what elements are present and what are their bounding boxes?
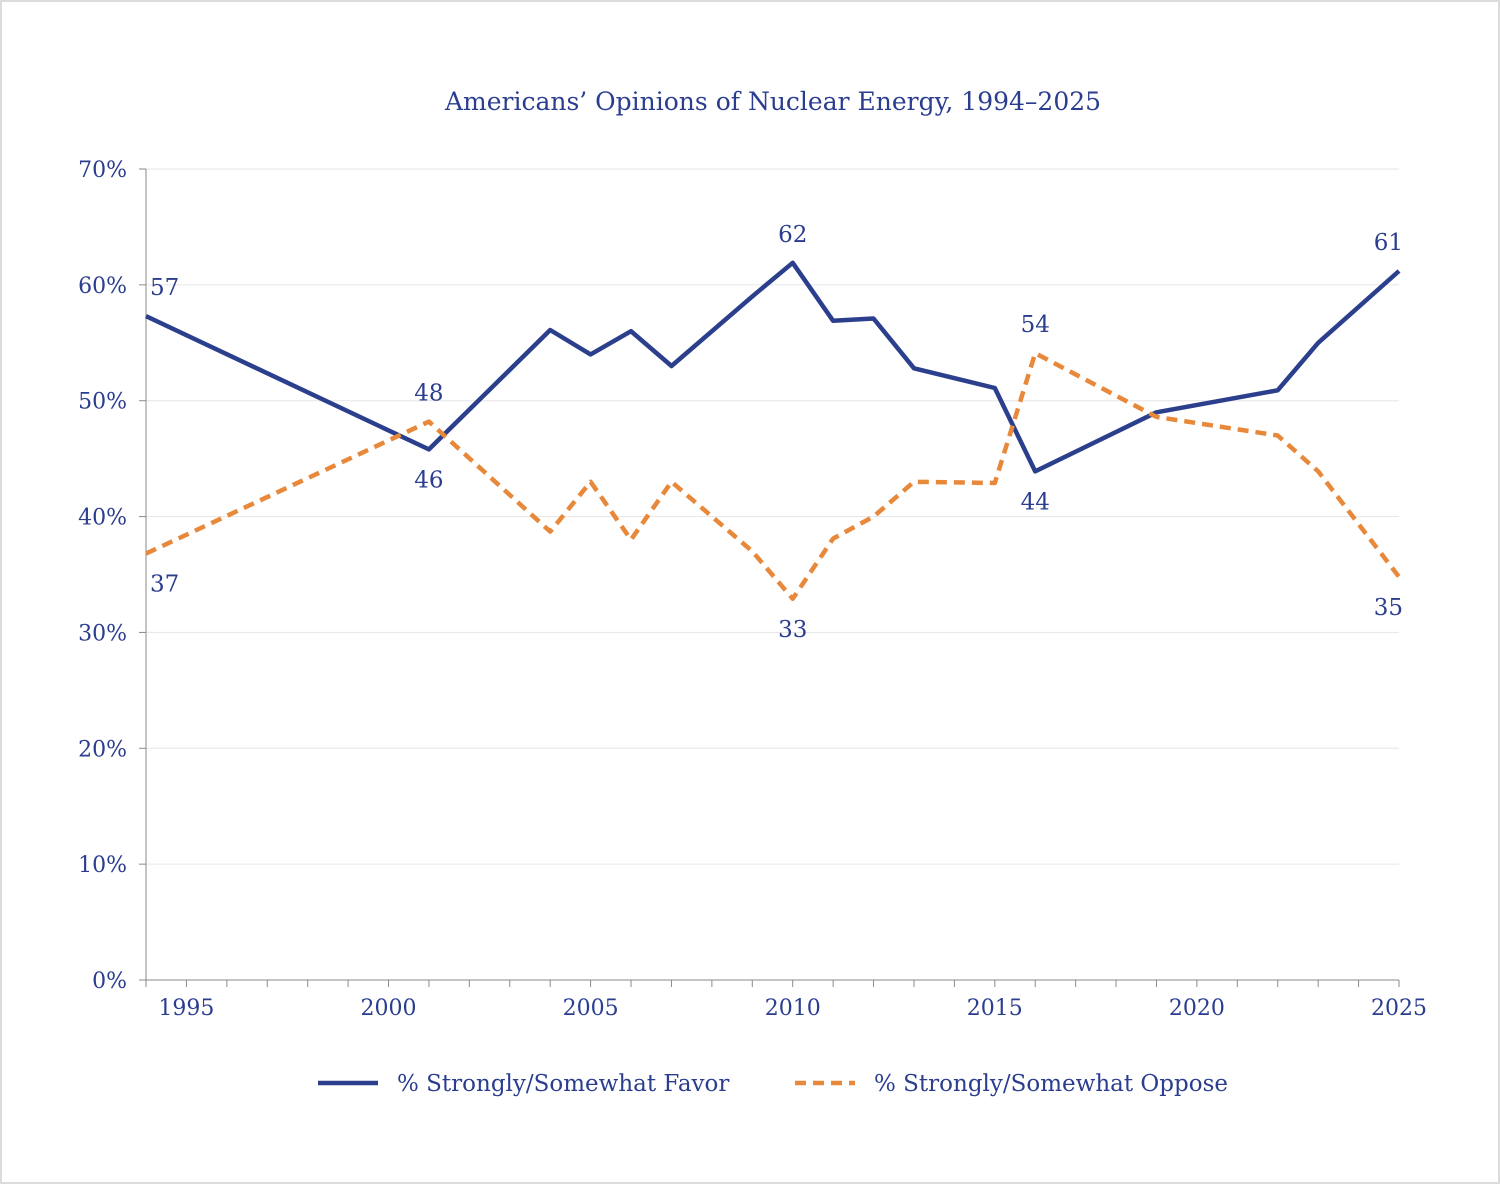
y-tick-label: 40% [78,506,127,531]
series-lines [145,260,1401,602]
y-tick-label: 70% [78,158,127,183]
series-line-oppose [145,350,1401,602]
x-tick-label: 2005 [563,996,619,1021]
legend-label-oppose: % Strongly/Somewhat Oppose [874,1071,1228,1097]
data-label: 46 [414,467,443,493]
data-labels: 57 37 48 46 62 33 54 44 61 35 [150,222,1403,643]
x-tick-label: 2010 [765,996,821,1021]
series-line-favor [145,260,1401,474]
y-tick-label: 50% [78,390,127,415]
y-tick-label: 10% [78,853,127,878]
y-tick-label: 20% [78,737,127,762]
x-tick-label: 2025 [1371,996,1427,1021]
y-tick-label: 30% [78,621,127,646]
y-tick-label: 0% [92,969,127,994]
gridlines [146,168,1399,865]
y-tick-label: 60% [78,274,127,299]
x-tick-label: 2020 [1169,996,1225,1021]
data-label: 61 [1374,230,1403,256]
data-label: 33 [778,617,807,643]
data-label: 54 [1021,312,1050,338]
data-label: 62 [778,222,807,248]
chart-title: Americans’ Opinions of Nuclear Energy, 1… [444,87,1101,116]
data-label: 37 [150,572,179,598]
x-tick-label: 2000 [361,996,417,1021]
axes: 0% 10% 20% 30% 40% 50% 60% 70% 1995 2000 2005 2010 2… [78,158,1427,1021]
legend: % Strongly/Somewhat Favor % Strongly/Som… [318,1071,1228,1097]
x-tick-label: 1995 [158,996,214,1021]
data-label: 57 [150,275,179,301]
data-label: 35 [1374,595,1403,621]
data-label: 44 [1021,489,1050,515]
data-label: 48 [414,381,443,407]
x-tick-label: 2015 [967,996,1023,1021]
legend-label-favor: % Strongly/Somewhat Favor [397,1071,729,1097]
